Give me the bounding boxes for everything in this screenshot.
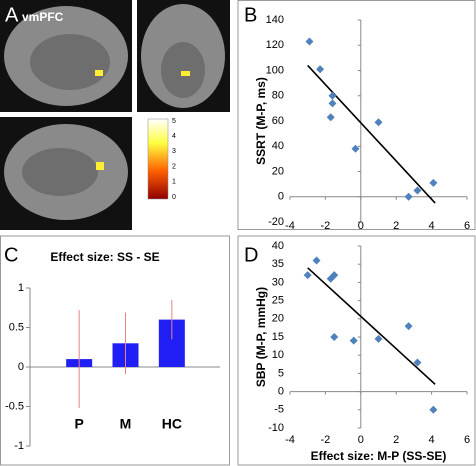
y-tick-label: 0 bbox=[18, 361, 24, 373]
panel-label: C bbox=[4, 244, 18, 266]
colorbar-tick-label: 1 bbox=[172, 179, 176, 186]
y-tick-label: 60 bbox=[272, 115, 284, 127]
x-tick-label: P bbox=[74, 416, 83, 432]
fit-line bbox=[307, 64, 436, 204]
y-tick-label: -10 bbox=[268, 422, 284, 434]
y-tick-label: 35 bbox=[272, 258, 284, 270]
colorbar-tick-label: 4 bbox=[172, 133, 176, 140]
point bbox=[429, 405, 438, 414]
x-tick-label: 0 bbox=[358, 220, 364, 232]
y-tick-label: 20 bbox=[272, 313, 284, 325]
point bbox=[349, 336, 358, 345]
fit-line bbox=[307, 267, 436, 385]
y-tick-label: 25 bbox=[272, 295, 284, 307]
y-tick-label: 20 bbox=[272, 165, 284, 177]
point bbox=[330, 333, 339, 341]
x-tick-label: 6 bbox=[464, 434, 470, 446]
y-tick-label: 0.5 bbox=[9, 321, 24, 333]
colorbar-tick-label: 5 bbox=[172, 118, 176, 125]
y-tick-label: 10 bbox=[272, 349, 284, 361]
x-tick-label: 4 bbox=[429, 220, 435, 232]
region-label: vmPFC bbox=[22, 10, 64, 24]
point bbox=[326, 113, 335, 122]
y-axis-label: SSRT (M-P, ms) bbox=[254, 77, 268, 165]
colorbar-tick-label: 3 bbox=[172, 148, 176, 155]
point bbox=[374, 118, 383, 127]
panel-frame bbox=[237, 0, 476, 230]
panel-label: B bbox=[244, 4, 257, 26]
y-tick-label: -20 bbox=[268, 216, 284, 228]
colorbar-tick-label: 2 bbox=[172, 163, 176, 170]
point bbox=[374, 334, 383, 343]
point bbox=[303, 271, 312, 280]
point bbox=[328, 99, 337, 108]
y-tick-label: -1 bbox=[14, 440, 24, 452]
colorbar-tick-label: 0 bbox=[172, 194, 176, 201]
x-tick-label: 2 bbox=[393, 434, 399, 446]
chart-title: Effect size: SS - SE bbox=[50, 250, 159, 264]
x-axis-label: Effect size: M-P (SS-SE) bbox=[311, 449, 447, 463]
brain-images bbox=[0, 0, 230, 230]
y-tick-label: 120 bbox=[266, 39, 284, 51]
y-tick-label: 30 bbox=[272, 276, 284, 288]
x-tick-label: HC bbox=[162, 416, 182, 432]
panel-frame bbox=[0, 235, 230, 466]
x-tick-label: -2 bbox=[321, 434, 331, 446]
x-tick-label: 0 bbox=[358, 434, 364, 446]
x-tick-label: M bbox=[120, 416, 132, 432]
point bbox=[404, 322, 413, 331]
point bbox=[328, 91, 337, 100]
panel-frame bbox=[237, 235, 476, 466]
y-tick-label: 100 bbox=[266, 64, 284, 76]
point bbox=[316, 65, 325, 74]
y-axis-label: SBP (M-P, mmHg) bbox=[254, 287, 268, 387]
panel-label: A bbox=[5, 4, 19, 26]
y-tick-label: 80 bbox=[272, 90, 284, 102]
y-tick-label: 140 bbox=[266, 14, 284, 26]
y-tick-label: 1 bbox=[18, 282, 24, 294]
panel-label: D bbox=[244, 244, 258, 266]
y-tick-label: 40 bbox=[272, 240, 284, 252]
point bbox=[305, 37, 314, 46]
x-tick-label: -4 bbox=[285, 434, 295, 446]
y-tick-label: 40 bbox=[272, 140, 284, 152]
y-tick-label: 0 bbox=[278, 191, 284, 203]
y-tick-label: 0 bbox=[278, 386, 284, 398]
y-tick-label: -5 bbox=[274, 404, 284, 416]
x-tick-label: -4 bbox=[285, 220, 295, 232]
point bbox=[429, 178, 438, 187]
point bbox=[413, 358, 422, 367]
x-tick-label: 2 bbox=[393, 220, 399, 232]
point bbox=[351, 144, 360, 153]
point bbox=[404, 192, 413, 201]
y-tick-label: 5 bbox=[278, 367, 284, 379]
point bbox=[330, 271, 339, 280]
y-tick-label: 15 bbox=[272, 331, 284, 343]
y-tick-label: -0.5 bbox=[5, 400, 24, 412]
point bbox=[312, 256, 321, 265]
x-tick-label: 6 bbox=[464, 220, 470, 232]
point bbox=[413, 186, 422, 195]
x-tick-label: -2 bbox=[321, 220, 331, 232]
x-tick-label: 4 bbox=[429, 434, 435, 446]
